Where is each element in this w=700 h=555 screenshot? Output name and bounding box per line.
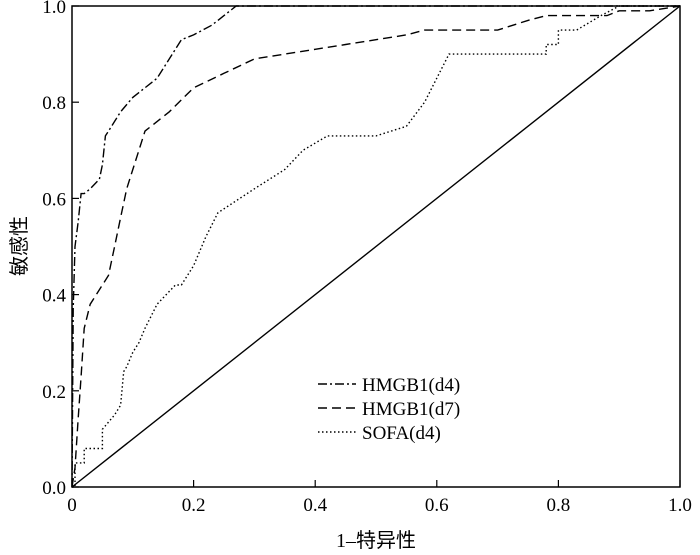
x-tick-label: 0: [67, 495, 77, 516]
series-line-hmgb1-d4: [71, 5, 680, 488]
y-axis-title: 敏感性: [8, 216, 31, 276]
legend: HMGB1(d4) HMGB1(d7) SOFA(d4): [318, 375, 460, 444]
x-axis-title: 1–特异性: [336, 529, 416, 552]
legend-label: SOFA(d4): [362, 423, 441, 444]
x-tick-label: 0.6: [425, 495, 449, 516]
y-tick-label: 0.6: [42, 189, 66, 210]
x-tick-label: 0.4: [303, 495, 327, 516]
y-tick-label: 0.2: [42, 382, 66, 403]
y-tick-label: 0.4: [42, 286, 66, 307]
series-layer: [71, 5, 681, 488]
y-tick-label: 0.0: [42, 478, 66, 499]
reference-diagonal-line: [71, 5, 681, 488]
legend-label: HMGB1(d4): [362, 375, 460, 396]
tick-labels: 0 0.2 0.4 0.6 0.8 1.0 0.0 0.2 0.4 0.6 0.8 1.0: [42, 0, 692, 516]
series-line-sofa-d4: [72, 5, 680, 488]
y-tick-label: 0.8: [42, 93, 66, 114]
series-line-hmgb1-d7: [71, 5, 681, 488]
x-tick-label: 0.8: [547, 495, 571, 516]
plot-frame: [71, 5, 681, 488]
x-tick-label: 0.2: [182, 495, 206, 516]
y-tick-label: 1.0: [42, 0, 66, 18]
x-tick-label: 1.0: [668, 495, 692, 516]
legend-label: HMGB1(d7): [362, 399, 460, 420]
